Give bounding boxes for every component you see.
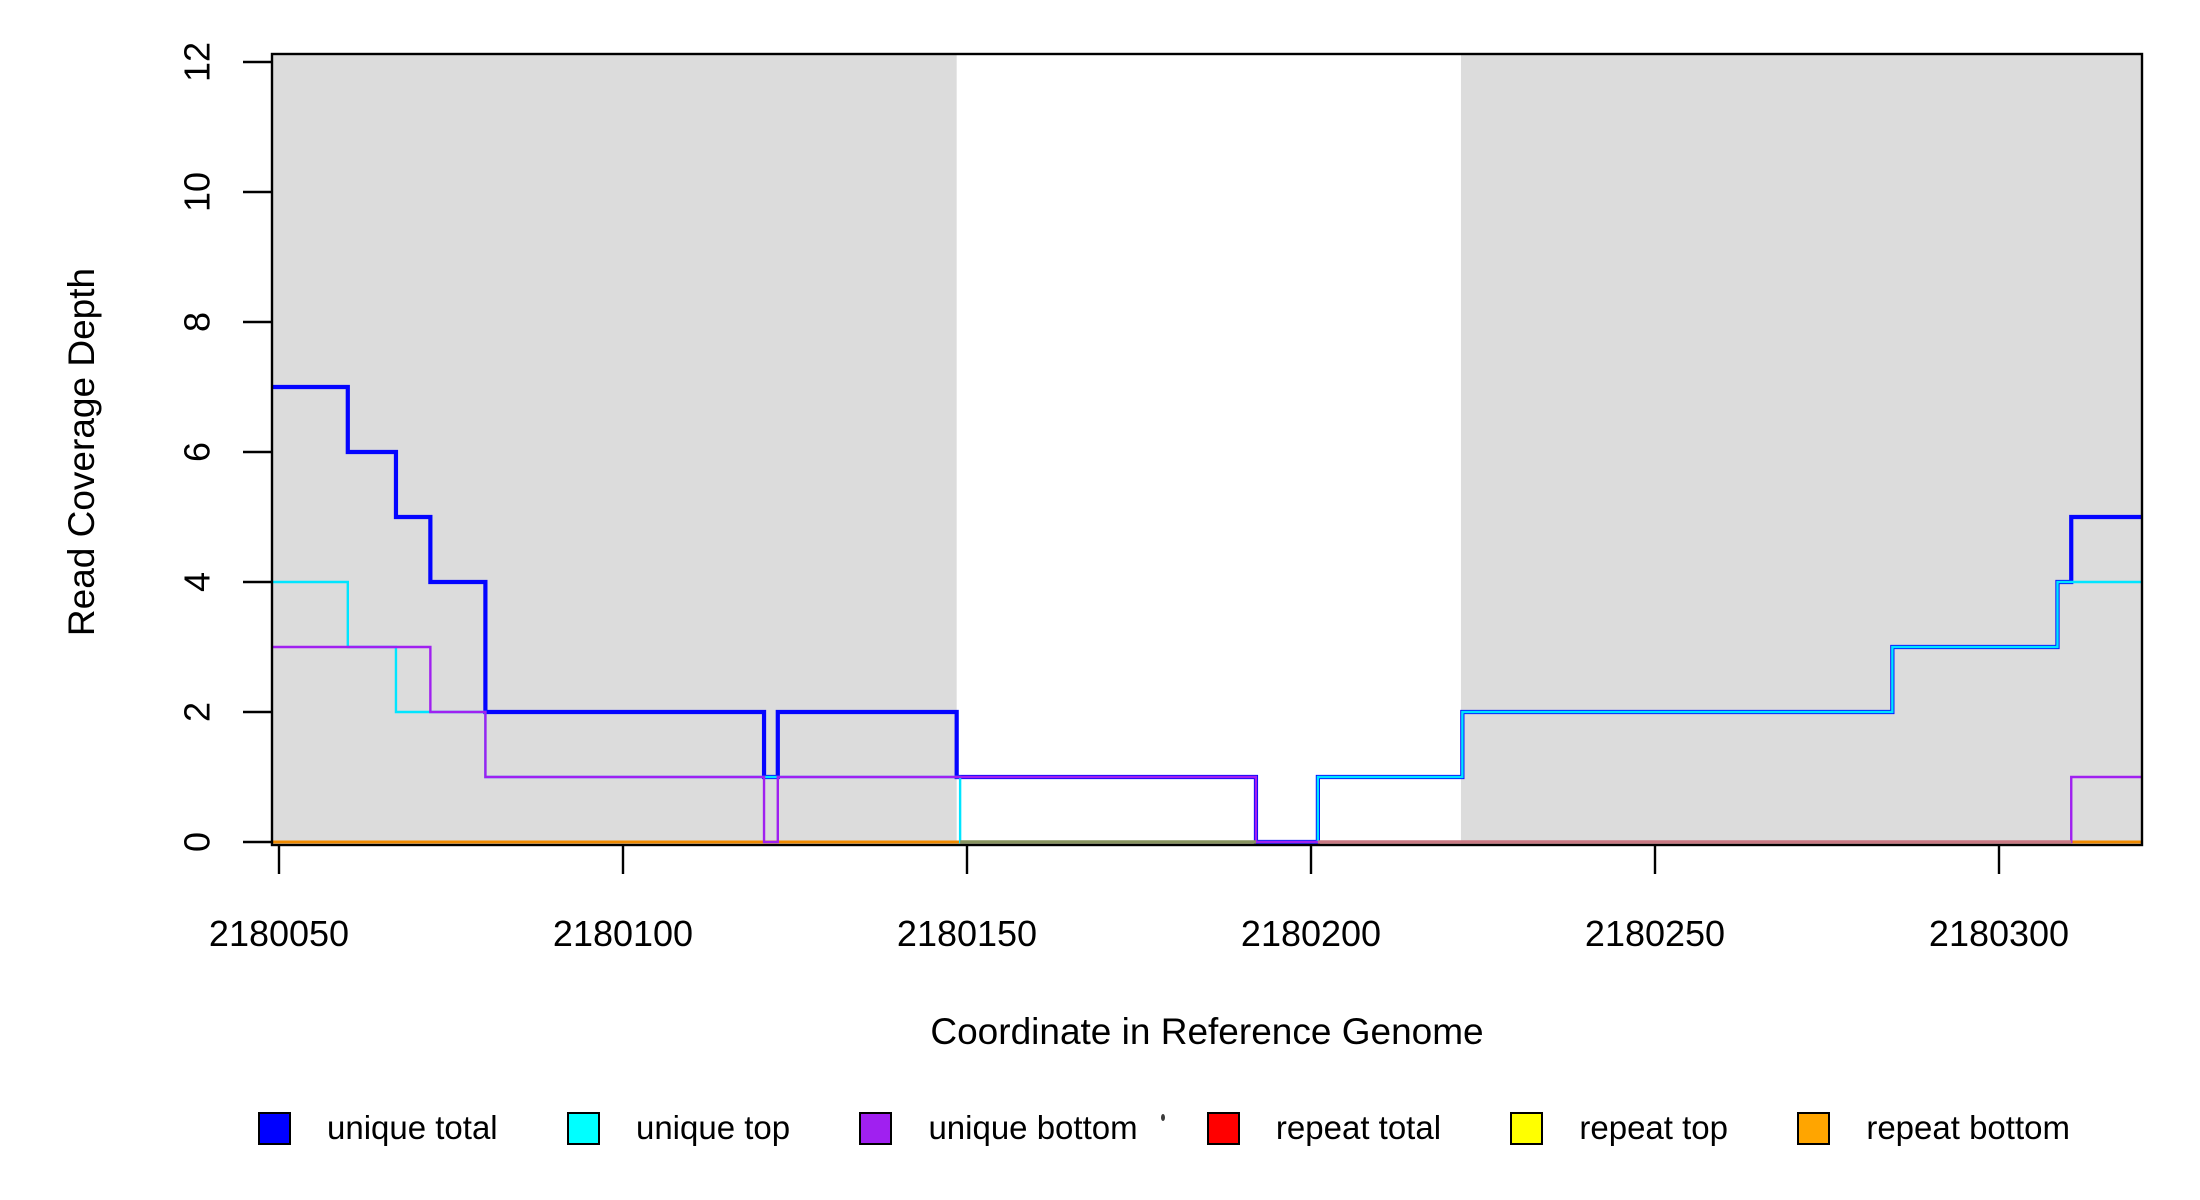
legend-item-repeat-bottom: repeat bottom bbox=[1797, 1109, 2070, 1147]
y-tick-label: 0 bbox=[177, 832, 218, 852]
y-tick-label: 4 bbox=[177, 572, 218, 592]
x-tick-label: 2180100 bbox=[553, 913, 693, 954]
y-tick-label: 6 bbox=[177, 442, 218, 462]
y-tick-label: 8 bbox=[177, 312, 218, 332]
stray-dot-artifact bbox=[1161, 1114, 1165, 1121]
legend-swatch-repeat-top bbox=[1510, 1111, 1544, 1145]
legend-label: repeat top bbox=[1579, 1109, 1728, 1146]
legend-label: unique bottom bbox=[928, 1109, 1138, 1146]
y-tick-label: 10 bbox=[177, 172, 218, 212]
x-tick-label: 2180200 bbox=[1241, 913, 1381, 954]
legend-swatch-unique-top bbox=[566, 1111, 600, 1145]
y-tick-label: 2 bbox=[177, 702, 218, 722]
legend-item-unique-total: unique total bbox=[258, 1109, 498, 1147]
plot-box bbox=[270, 52, 2144, 847]
legend-swatch-repeat-total bbox=[1206, 1111, 1240, 1145]
legend-item-repeat-top: repeat top bbox=[1510, 1109, 1728, 1147]
legend: unique total unique top unique bottom repea… bbox=[258, 1100, 2070, 1156]
legend-item-unique-top: unique top bbox=[566, 1109, 791, 1147]
legend-label: repeat bottom bbox=[1866, 1109, 2070, 1146]
legend-label: unique total bbox=[327, 1109, 498, 1146]
legend-item-repeat-total: repeat total bbox=[1206, 1109, 1442, 1147]
shaded-region-2 bbox=[1460, 54, 2142, 842]
shaded-region-1 bbox=[272, 54, 957, 842]
legend-label: unique top bbox=[635, 1109, 791, 1146]
legend-swatch-repeat-bottom bbox=[1797, 1111, 1831, 1145]
x-tick-label: 2180300 bbox=[1929, 913, 2069, 954]
legend-swatch-unique-total bbox=[258, 1111, 291, 1145]
legend-swatch-unique-bottom bbox=[859, 1111, 893, 1145]
x-axis-title: Coordinate in Reference Genome bbox=[930, 1011, 1484, 1052]
legend-label: repeat total bbox=[1275, 1109, 1442, 1146]
x-tick-label: 2180150 bbox=[897, 913, 1037, 954]
x-tick-label: 2180250 bbox=[1585, 913, 1725, 954]
y-tick-label: 12 bbox=[177, 42, 218, 82]
x-tick-label: 2180050 bbox=[209, 913, 349, 954]
legend-item-unique-bottom: unique bottom bbox=[859, 1109, 1138, 1147]
y-axis-title: Read Coverage Depth bbox=[61, 267, 102, 637]
